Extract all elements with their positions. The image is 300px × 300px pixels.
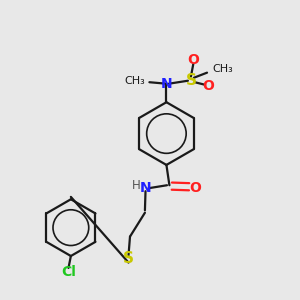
- Text: N: N: [140, 181, 151, 195]
- Text: N: N: [160, 77, 172, 91]
- Text: O: O: [189, 181, 201, 195]
- Text: CH₃: CH₃: [124, 76, 145, 86]
- Text: CH₃: CH₃: [212, 64, 233, 74]
- Text: O: O: [202, 79, 214, 93]
- Text: S: S: [185, 73, 197, 88]
- Text: O: O: [188, 53, 199, 67]
- Text: Cl: Cl: [61, 265, 76, 278]
- Text: S: S: [123, 251, 134, 266]
- Text: H: H: [131, 179, 140, 192]
